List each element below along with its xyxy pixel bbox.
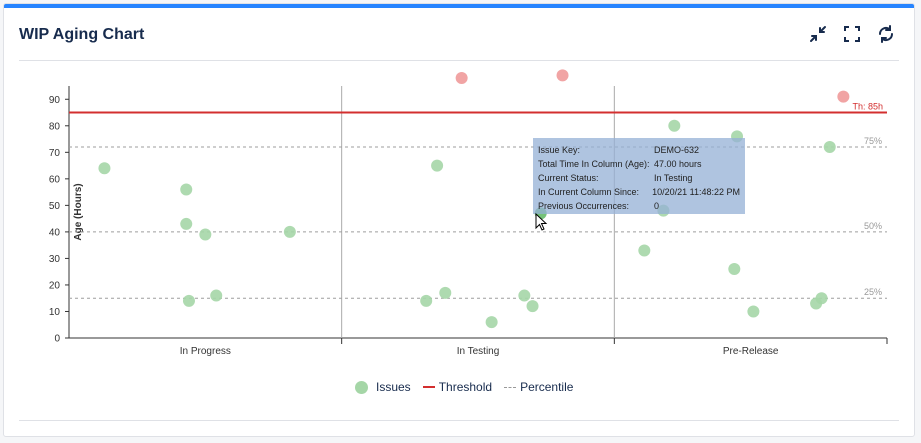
legend-percentile-label: Percentile: [520, 380, 574, 394]
issue-point[interactable]: [180, 183, 193, 196]
above-threshold-point[interactable]: [556, 69, 569, 82]
y-tick-label: 50: [49, 201, 61, 212]
legend-threshold[interactable]: Threshold: [422, 380, 493, 394]
legend-threshold-label: Threshold: [438, 380, 493, 394]
tooltip-key: Issue Key:: [538, 145, 581, 155]
percentile-label: 25%: [864, 287, 882, 297]
y-axis-label: Age (Hours): [73, 183, 84, 240]
y-tick-label: 80: [49, 121, 61, 132]
y-tick-label: 90: [49, 95, 61, 106]
y-tick-label: 60: [49, 174, 61, 185]
issue-point[interactable]: [199, 228, 212, 241]
issue-point[interactable]: [439, 286, 452, 299]
issue-point[interactable]: [431, 159, 444, 172]
tooltip-row: Total Time In Column (Age): 47.00 hours: [538, 157, 740, 171]
widget-toolbar: [808, 24, 896, 44]
issue-point[interactable]: [518, 289, 531, 302]
widget-title: WIP Aging Chart: [19, 26, 145, 43]
tooltip-row: Current Status: In Testing: [538, 171, 740, 185]
legend-issues-label: Issues: [376, 380, 411, 394]
legend-threshold-marker: [422, 386, 435, 388]
y-tick-label: 0: [54, 334, 60, 345]
above-threshold-point[interactable]: [837, 90, 850, 103]
issue-point[interactable]: [485, 316, 498, 329]
header-divider: [19, 60, 899, 61]
x-tick-label: In Progress: [180, 346, 231, 357]
tooltip-key: Previous Occurrences:: [538, 201, 630, 211]
issue-point[interactable]: [747, 305, 760, 318]
x-tick-label: Pre-Release: [723, 346, 779, 357]
issue-point[interactable]: [638, 244, 651, 257]
legend-issues[interactable]: Issues: [355, 380, 411, 394]
tooltip-value: 0: [654, 201, 660, 211]
percentile-label: 50%: [864, 221, 882, 231]
percentile-label: 75%: [864, 136, 882, 146]
above-threshold-point[interactable]: [455, 72, 468, 85]
tooltip-row: Previous Occurrences: 0: [538, 199, 740, 213]
issue-point[interactable]: [728, 263, 741, 276]
x-tick-label: In Testing: [457, 346, 500, 357]
tooltip-value: 47.00 hours: [654, 159, 702, 169]
tooltip-value: In Testing: [654, 173, 693, 183]
y-tick-label: 40: [49, 227, 61, 238]
issue-point[interactable]: [182, 294, 195, 307]
issue-point[interactable]: [180, 217, 193, 230]
issue-point[interactable]: [526, 300, 539, 313]
y-tick-label: 30: [49, 254, 61, 265]
fullscreen-icon[interactable]: [842, 24, 862, 44]
tooltip-key: Current Status:: [538, 173, 599, 183]
threshold-label: Th: 85h: [852, 102, 883, 112]
legend-percentile-marker: [504, 386, 517, 388]
issue-point[interactable]: [668, 119, 681, 132]
legend-percentile[interactable]: Percentile: [504, 380, 573, 394]
tooltip-key: In Current Column Since:: [538, 187, 640, 197]
issue-point[interactable]: [210, 289, 223, 302]
y-tick-label: 70: [49, 148, 61, 159]
issue-point[interactable]: [283, 225, 296, 238]
issue-tooltip: Issue Key: DEMO-632 Total Time In Column (…: [533, 138, 745, 214]
tooltip-row: Issue Key: DEMO-632: [538, 143, 740, 157]
mouse-pointer-icon: [535, 213, 548, 231]
accent-bar: [4, 4, 914, 8]
y-tick-label: 20: [49, 280, 61, 291]
legend-issues-marker: [355, 380, 368, 394]
issue-point[interactable]: [815, 292, 828, 305]
y-tick-label: 10: [49, 307, 61, 318]
refresh-icon[interactable]: [876, 24, 896, 44]
tooltip-key: Total Time In Column (Age):: [538, 159, 650, 169]
chart-legend: Issues Threshold Percentile: [355, 380, 585, 394]
issue-point[interactable]: [823, 141, 836, 154]
collapse-icon[interactable]: [808, 24, 828, 44]
issue-point[interactable]: [420, 294, 433, 307]
tooltip-value: 10/20/21 11:48:22 PM: [652, 187, 740, 197]
issue-point[interactable]: [98, 162, 111, 175]
footer-divider: [19, 420, 899, 421]
tooltip-row: In Current Column Since: 10/20/21 11:48:2…: [538, 185, 740, 199]
tooltip-value: DEMO-632: [654, 145, 700, 155]
